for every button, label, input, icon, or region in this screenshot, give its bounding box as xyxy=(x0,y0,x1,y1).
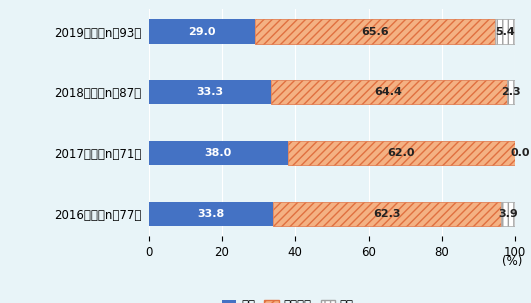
Text: 3.9: 3.9 xyxy=(498,209,518,219)
Bar xyxy=(507,80,515,105)
Bar xyxy=(255,19,495,44)
Text: 5.4: 5.4 xyxy=(495,27,515,37)
Text: 62.0: 62.0 xyxy=(388,148,415,158)
Bar xyxy=(149,19,255,44)
Text: 38.0: 38.0 xyxy=(204,148,232,158)
Text: 29.0: 29.0 xyxy=(188,27,216,37)
Bar xyxy=(501,202,515,226)
Text: 0.0: 0.0 xyxy=(511,148,530,158)
Text: 2.3: 2.3 xyxy=(501,87,521,97)
Text: 65.6: 65.6 xyxy=(361,27,389,37)
Bar xyxy=(149,202,272,226)
Bar xyxy=(288,141,515,165)
Bar xyxy=(271,80,507,105)
Bar xyxy=(149,80,271,105)
Text: (%): (%) xyxy=(502,255,523,268)
Legend: 拡大, 現状維持, 縮小: 拡大, 現状維持, 縮小 xyxy=(217,294,358,303)
Text: 62.3: 62.3 xyxy=(373,209,400,219)
Bar xyxy=(272,202,501,226)
Bar xyxy=(495,19,515,44)
Bar xyxy=(149,141,288,165)
Text: 33.8: 33.8 xyxy=(197,209,224,219)
Text: 33.3: 33.3 xyxy=(196,87,223,97)
Text: 64.4: 64.4 xyxy=(375,87,402,97)
